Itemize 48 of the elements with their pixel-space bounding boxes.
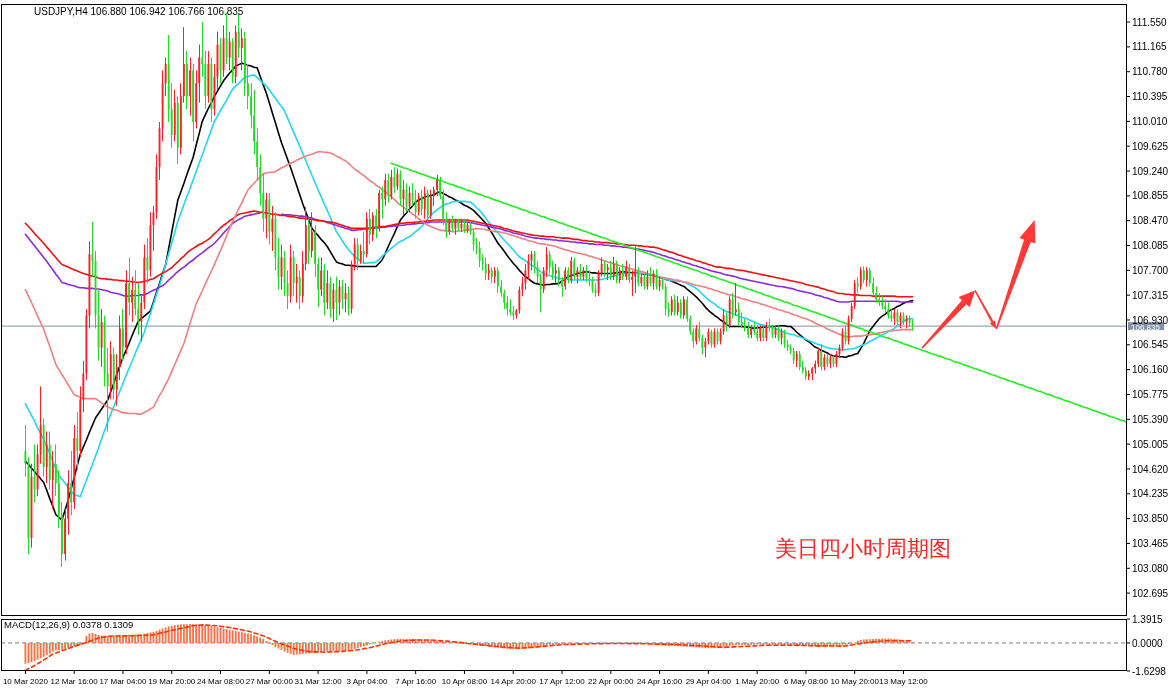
y-tick-label: 110.395	[1132, 91, 1168, 103]
y-tick-label: 106.545	[1132, 339, 1169, 351]
y-tick-label: 105.775	[1132, 389, 1169, 401]
x-tick-label: 22 Apr 00:00	[588, 677, 635, 686]
x-tick-label: 12 Mar 16:00	[50, 677, 99, 686]
x-tick-label: 14 Apr 20:00	[490, 677, 537, 686]
y-tick-label: 103.080	[1132, 562, 1169, 574]
y-tick-label: -1.6298	[1132, 665, 1167, 677]
annotation: 美日四小时周期图	[774, 536, 951, 562]
y-tick-label: 107.315	[1132, 289, 1169, 301]
x-tick-label: 17 Mar 04:00	[99, 677, 148, 686]
y-tick-label: 108.085	[1132, 240, 1169, 252]
y-tick-label: 108.470	[1132, 215, 1169, 227]
y-tick-label: 110.010	[1132, 115, 1168, 127]
x-tick-label: 24 Apr 16:00	[636, 677, 683, 686]
x-tick-label: 27 Mar 00:00	[245, 677, 294, 686]
x-tick-label: 10 Mar 2020	[2, 677, 49, 686]
y-tick-label: 1.3915	[1132, 613, 1164, 625]
y-tick-label: 0.0000	[1132, 637, 1164, 649]
y-tick-label: 104.620	[1132, 463, 1169, 475]
chart-title: USDJPY,H4 106.880 106.942 106.766 106.835	[34, 6, 244, 17]
x-tick-label: 1 May 20:00	[735, 677, 780, 686]
y-tick-label: 103.850	[1132, 513, 1169, 525]
y-tick-label: 108.855	[1132, 190, 1169, 202]
chart-title: MACD(12,26,9) 0.0378 0.1309	[4, 619, 134, 630]
y-tick-label: 106.160	[1132, 364, 1169, 376]
x-tick-label: 10 Apr 08:00	[441, 677, 488, 686]
y-tick-label: 111.550	[1132, 16, 1168, 28]
x-tick-label: 31 Mar 12:00	[294, 677, 343, 686]
y-tick-label: 111.165	[1132, 41, 1168, 53]
y-tick-label: 103.465	[1132, 538, 1169, 550]
y-tick-label: 109.240	[1132, 165, 1169, 177]
x-tick-label: 13 May 12:00	[879, 677, 929, 686]
y-tick-label: 105.390	[1132, 413, 1169, 425]
x-tick-label: 19 Mar 20:00	[148, 677, 196, 686]
y-tick-label: 102.695	[1132, 587, 1169, 599]
y-tick-label: 107.700	[1132, 264, 1169, 276]
x-tick-label: 17 Apr 12:00	[539, 677, 586, 686]
y-tick-label: 105.005	[1132, 438, 1169, 450]
x-tick-label: 24 Mar 08:00	[196, 677, 245, 686]
x-tick-label: 6 May 08:00	[783, 677, 829, 686]
y-tick-label: 104.235	[1132, 488, 1169, 500]
y-tick-label: 109.625	[1132, 140, 1169, 152]
x-tick-label: 10 May 20:00	[830, 677, 880, 686]
x-tick-label: 7 Apr 16:00	[395, 677, 437, 686]
y-tick-label: 110.780	[1132, 66, 1168, 78]
x-tick-label: 3 Apr 04:00	[346, 677, 388, 686]
x-tick-label: 29 Apr 04:00	[685, 677, 732, 686]
